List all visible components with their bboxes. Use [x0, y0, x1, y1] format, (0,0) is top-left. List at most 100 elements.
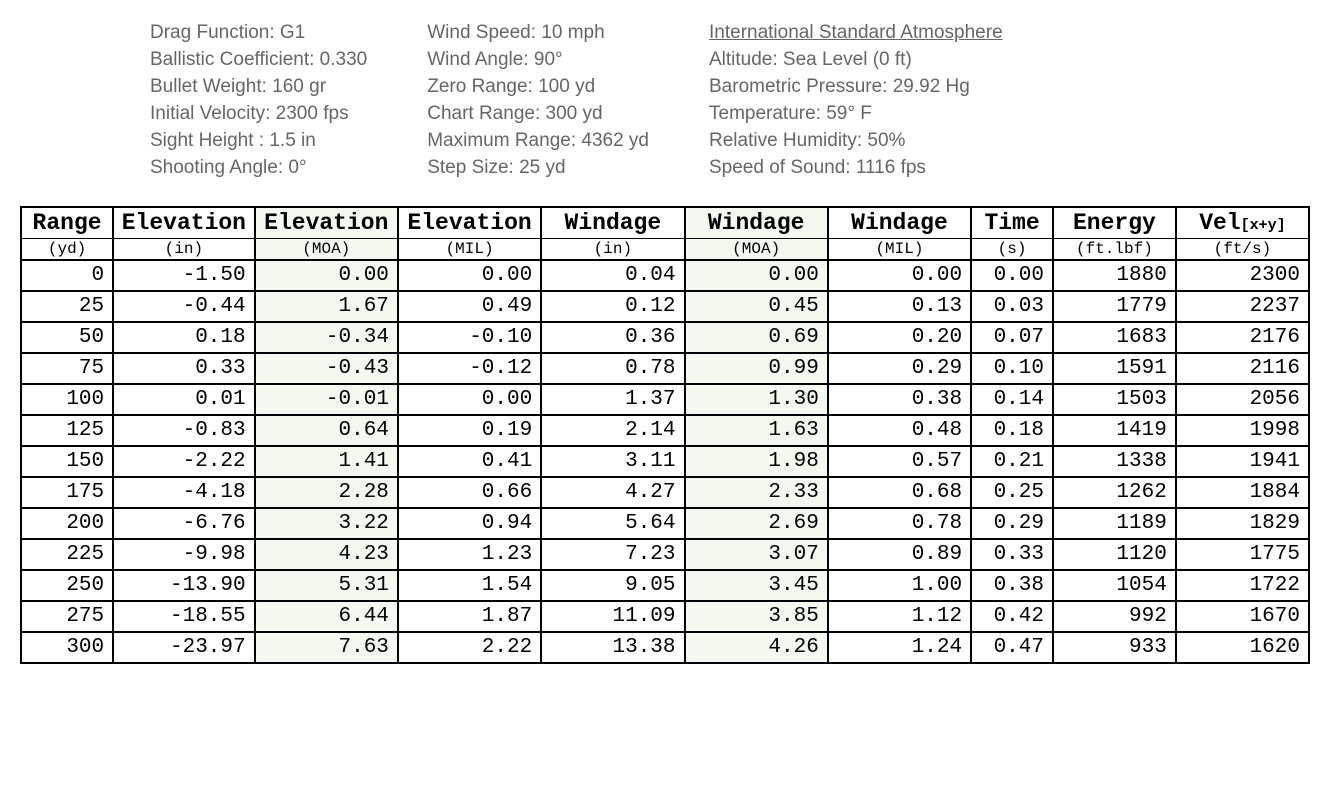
table-cell: 0.89	[828, 539, 971, 570]
table-row: 1000.01-0.010.001.371.300.380.1415032056	[21, 384, 1309, 415]
table-cell: 0.12	[541, 291, 684, 322]
param-line: Step Size: 25 yd	[427, 155, 649, 182]
table-cell: 1.41	[255, 446, 398, 477]
table-cell: -6.76	[113, 508, 255, 539]
table-cell: 100	[21, 384, 113, 415]
col-header: Energy	[1053, 207, 1176, 239]
param-line: Wind Speed: 10 mph	[427, 20, 649, 47]
table-cell: 1941	[1176, 446, 1309, 477]
params-col-2: Wind Speed: 10 mph Wind Angle: 90° Zero …	[427, 20, 649, 182]
table-cell: 225	[21, 539, 113, 570]
table-cell: 0.38	[971, 570, 1053, 601]
table-cell: 1.54	[398, 570, 541, 601]
table-cell: 0.99	[685, 353, 828, 384]
table-cell: 4.23	[255, 539, 398, 570]
param-line: Ballistic Coefficient: 0.330	[150, 47, 367, 74]
col-header-label: Vel	[1199, 210, 1240, 236]
table-cell: 0.78	[541, 353, 684, 384]
table-cell: -13.90	[113, 570, 255, 601]
table-cell: 4.26	[685, 632, 828, 663]
table-cell: 7.23	[541, 539, 684, 570]
col-unit: (MOA)	[255, 238, 398, 260]
table-cell: 25	[21, 291, 113, 322]
table-cell: 1.23	[398, 539, 541, 570]
table-row: 225-9.984.231.237.233.070.890.3311201775	[21, 539, 1309, 570]
table-cell: 0.49	[398, 291, 541, 322]
table-cell: 4.27	[541, 477, 684, 508]
table-cell: 0.47	[971, 632, 1053, 663]
table-cell: 0.13	[828, 291, 971, 322]
table-cell: 0.94	[398, 508, 541, 539]
table-cell: 1.00	[828, 570, 971, 601]
table-cell: 1591	[1053, 353, 1176, 384]
table-cell: 0.00	[398, 384, 541, 415]
table-cell: -4.18	[113, 477, 255, 508]
table-cell: 0.00	[971, 260, 1053, 291]
table-cell: -0.43	[255, 353, 398, 384]
col-header: Windage	[685, 207, 828, 239]
table-cell: 0.00	[828, 260, 971, 291]
table-cell: 2056	[1176, 384, 1309, 415]
table-cell: 0.21	[971, 446, 1053, 477]
table-cell: 1829	[1176, 508, 1309, 539]
col-header: Windage	[828, 207, 971, 239]
ballistics-table: RangeElevationElevationElevationWindageW…	[20, 206, 1310, 664]
col-unit: (in)	[541, 238, 684, 260]
table-cell: 50	[21, 322, 113, 353]
param-line: Altitude: Sea Level (0 ft)	[709, 47, 1003, 74]
table-cell: 0.29	[828, 353, 971, 384]
table-cell: 0.07	[971, 322, 1053, 353]
table-cell: 0.29	[971, 508, 1053, 539]
table-cell: -0.44	[113, 291, 255, 322]
table-cell: 6.44	[255, 601, 398, 632]
params-col-3: International Standard Atmosphere Altitu…	[709, 20, 1003, 182]
param-line: Initial Velocity: 2300 fps	[150, 101, 367, 128]
table-cell: 933	[1053, 632, 1176, 663]
table-cell: 1262	[1053, 477, 1176, 508]
table-cell: 0.25	[971, 477, 1053, 508]
table-cell: 0.01	[113, 384, 255, 415]
col-unit: (ft.lbf)	[1053, 238, 1176, 260]
col-unit: (MIL)	[828, 238, 971, 260]
table-cell: 1670	[1176, 601, 1309, 632]
table-cell: 1338	[1053, 446, 1176, 477]
table-row: 250-13.905.311.549.053.451.000.381054172…	[21, 570, 1309, 601]
col-unit: (MOA)	[685, 238, 828, 260]
table-cell: -0.10	[398, 322, 541, 353]
page-root: Drag Function: G1 Ballistic Coefficient:…	[0, 0, 1330, 694]
table-cell: 5.31	[255, 570, 398, 601]
table-cell: 0.69	[685, 322, 828, 353]
table-cell: 0	[21, 260, 113, 291]
table-cell: 3.22	[255, 508, 398, 539]
table-cell: 1.63	[685, 415, 828, 446]
table-cell: -9.98	[113, 539, 255, 570]
table-cell: 1880	[1053, 260, 1176, 291]
table-cell: 1722	[1176, 570, 1309, 601]
param-line: Bullet Weight: 160 gr	[150, 74, 367, 101]
table-cell: 0.20	[828, 322, 971, 353]
param-line: Drag Function: G1	[150, 20, 367, 47]
table-cell: 2.69	[685, 508, 828, 539]
units-row: (yd)(in)(MOA)(MIL)(in)(MOA)(MIL)(s)(ft.l…	[21, 238, 1309, 260]
table-cell: -2.22	[113, 446, 255, 477]
table-cell: 0.64	[255, 415, 398, 446]
table-cell: 1779	[1053, 291, 1176, 322]
table-cell: 0.33	[113, 353, 255, 384]
table-cell: 250	[21, 570, 113, 601]
table-cell: 1189	[1053, 508, 1176, 539]
table-cell: 1683	[1053, 322, 1176, 353]
table-cell: 1620	[1176, 632, 1309, 663]
table-cell: -0.01	[255, 384, 398, 415]
param-line: Relative Humidity: 50%	[709, 128, 1003, 155]
table-cell: 0.45	[685, 291, 828, 322]
table-cell: 1054	[1053, 570, 1176, 601]
col-header: Elevation	[255, 207, 398, 239]
col-header: Elevation	[113, 207, 255, 239]
table-cell: 7.63	[255, 632, 398, 663]
table-row: 500.18-0.34-0.100.360.690.200.0716832176	[21, 322, 1309, 353]
table-cell: 0.57	[828, 446, 971, 477]
table-cell: 150	[21, 446, 113, 477]
table-cell: 0.78	[828, 508, 971, 539]
table-cell: 0.00	[685, 260, 828, 291]
table-cell: 1.87	[398, 601, 541, 632]
